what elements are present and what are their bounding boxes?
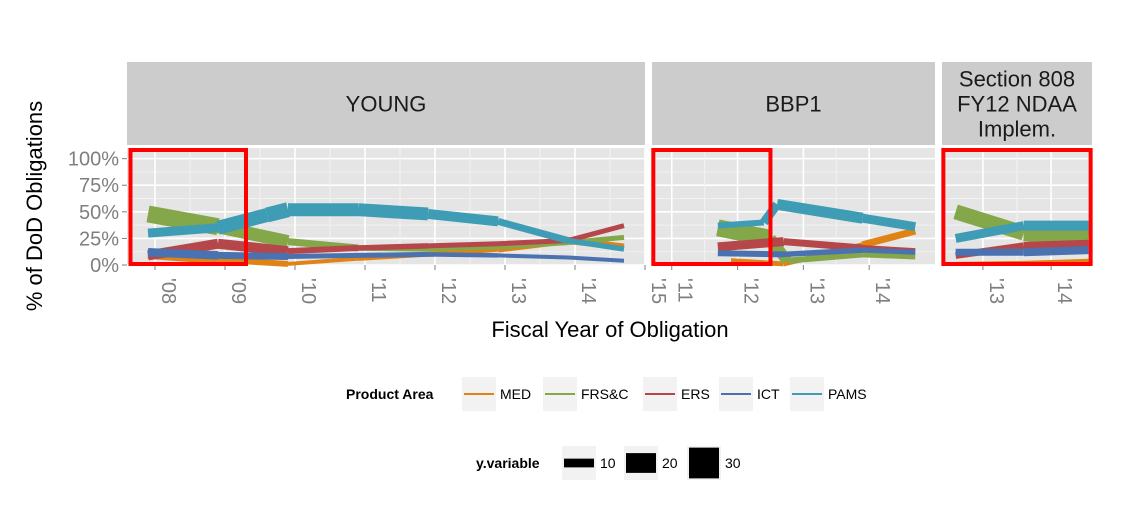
legend-label: PAMS: [828, 386, 867, 402]
series-segment: [1023, 239, 1089, 250]
legend-label: 10: [600, 455, 616, 471]
series-segment: [862, 247, 916, 255]
facet-strip: [127, 62, 645, 145]
series-segment: [567, 255, 625, 263]
facet-panel: BBP1 '11 '12 '13 '14: [651, 62, 935, 304]
series-line: [717, 247, 916, 258]
series-segment: [567, 237, 625, 252]
series-segment: [1023, 225, 1090, 246]
series-segment: [497, 253, 569, 260]
series-segment: [427, 244, 499, 252]
x-tick-label: '09: [227, 278, 249, 304]
y-axis-title: % of DoD Obligations: [22, 101, 47, 311]
highlight-box: [941, 148, 1093, 266]
facet-strip: [652, 62, 935, 145]
facet-strip-label: YOUNG: [346, 92, 427, 117]
series-segment: [786, 251, 863, 264]
legend-label: ICT: [757, 386, 780, 402]
series-segment: [783, 238, 863, 252]
series-segment: [717, 219, 765, 229]
facet-strip-label: BBP1: [765, 92, 821, 117]
y-tick-label: 75%: [79, 175, 119, 197]
x-tick-label: '10: [297, 278, 319, 304]
series-line: [147, 202, 625, 252]
y-tick-label: 0%: [90, 255, 119, 277]
y-tick-label: 50%: [79, 202, 119, 224]
legend-label: MED: [500, 386, 531, 402]
x-tick-label: '13: [507, 278, 529, 304]
series-line: [954, 220, 1089, 243]
legend-label: ERS: [681, 386, 710, 402]
series-line: [147, 247, 625, 263]
x-tick-label: '14: [871, 278, 893, 304]
series-segment: [357, 251, 429, 258]
x-tick-label: '11: [367, 278, 389, 303]
series-segment: [217, 251, 289, 260]
series-segment: [427, 208, 499, 227]
series-segment: [287, 244, 359, 255]
series-group: [146, 202, 625, 267]
series-segment: [265, 202, 290, 223]
series-segment: [497, 218, 569, 244]
facet-strip: [942, 62, 1092, 145]
series-segment: [427, 252, 499, 258]
x-tick-label: '12: [740, 278, 762, 304]
series-segment: [147, 247, 219, 260]
axes: Fiscal Year of Obligation % of DoD Oblig…: [22, 101, 729, 342]
x-tick-label: '08: [157, 278, 179, 304]
series-segment: [783, 247, 863, 258]
facet-strip-label: Section 808: [959, 67, 1075, 92]
x-tick-label: '13: [985, 278, 1007, 304]
series-segment: [861, 213, 916, 232]
facet-strip-label: Implem.: [978, 117, 1056, 142]
series-segment: [287, 256, 359, 266]
series-group: [716, 198, 917, 267]
highlight-box: [651, 148, 773, 266]
series-segment: [357, 203, 429, 221]
x-tick-label: '12: [437, 278, 459, 304]
series-segment: [861, 227, 917, 249]
highlight-box: [128, 148, 248, 266]
series-segment: [954, 221, 1025, 243]
x-axis-title: Fiscal Year of Obligation: [491, 317, 728, 342]
series-segment: [357, 243, 429, 251]
y-tick-label: 100%: [68, 149, 119, 171]
panels: YOUNG '08 '09 '10 '11 '12 '13 '14 '15 BBP1 '11 '12 '…: [127, 62, 1093, 304]
series-segment: [217, 256, 289, 267]
series-segment: [776, 198, 864, 224]
series-segment: [287, 252, 359, 259]
series-segment: [862, 251, 916, 260]
legend-title-product-area: Product Area: [346, 386, 434, 402]
x-tick-label: '13: [805, 278, 827, 304]
legend-label: FRS&C: [581, 386, 628, 402]
series-segment: [716, 219, 773, 247]
series-segment: [217, 238, 289, 257]
legend: Product Area MED FRS&C ERS ICT PAMS y.variable…: [346, 377, 867, 480]
x-tick-label: '14: [577, 278, 599, 304]
series-segment: [427, 241, 499, 249]
x-tick-label: '15: [647, 278, 669, 304]
y-tick-label: 25%: [79, 228, 119, 250]
series-segment: [717, 250, 784, 258]
facet-panel: YOUNG '08 '09 '10 '11 '12 '13 '14 '15: [127, 62, 669, 304]
x-tick-label: '14: [1053, 278, 1075, 304]
legend-label: 30: [725, 455, 741, 471]
series-segment: [717, 237, 784, 252]
series-segment: [497, 238, 569, 247]
series-segment: [216, 208, 269, 235]
x-tick-label: '11: [674, 278, 696, 303]
series-segment: [567, 223, 625, 243]
facet-strip-label: FY12 NDAA: [957, 92, 1077, 117]
series-line: [955, 246, 1089, 257]
series-segment: [147, 223, 219, 238]
legend-label: 20: [662, 455, 678, 471]
series-segment: [1023, 246, 1089, 257]
legend-title-size: y.variable: [476, 455, 540, 471]
